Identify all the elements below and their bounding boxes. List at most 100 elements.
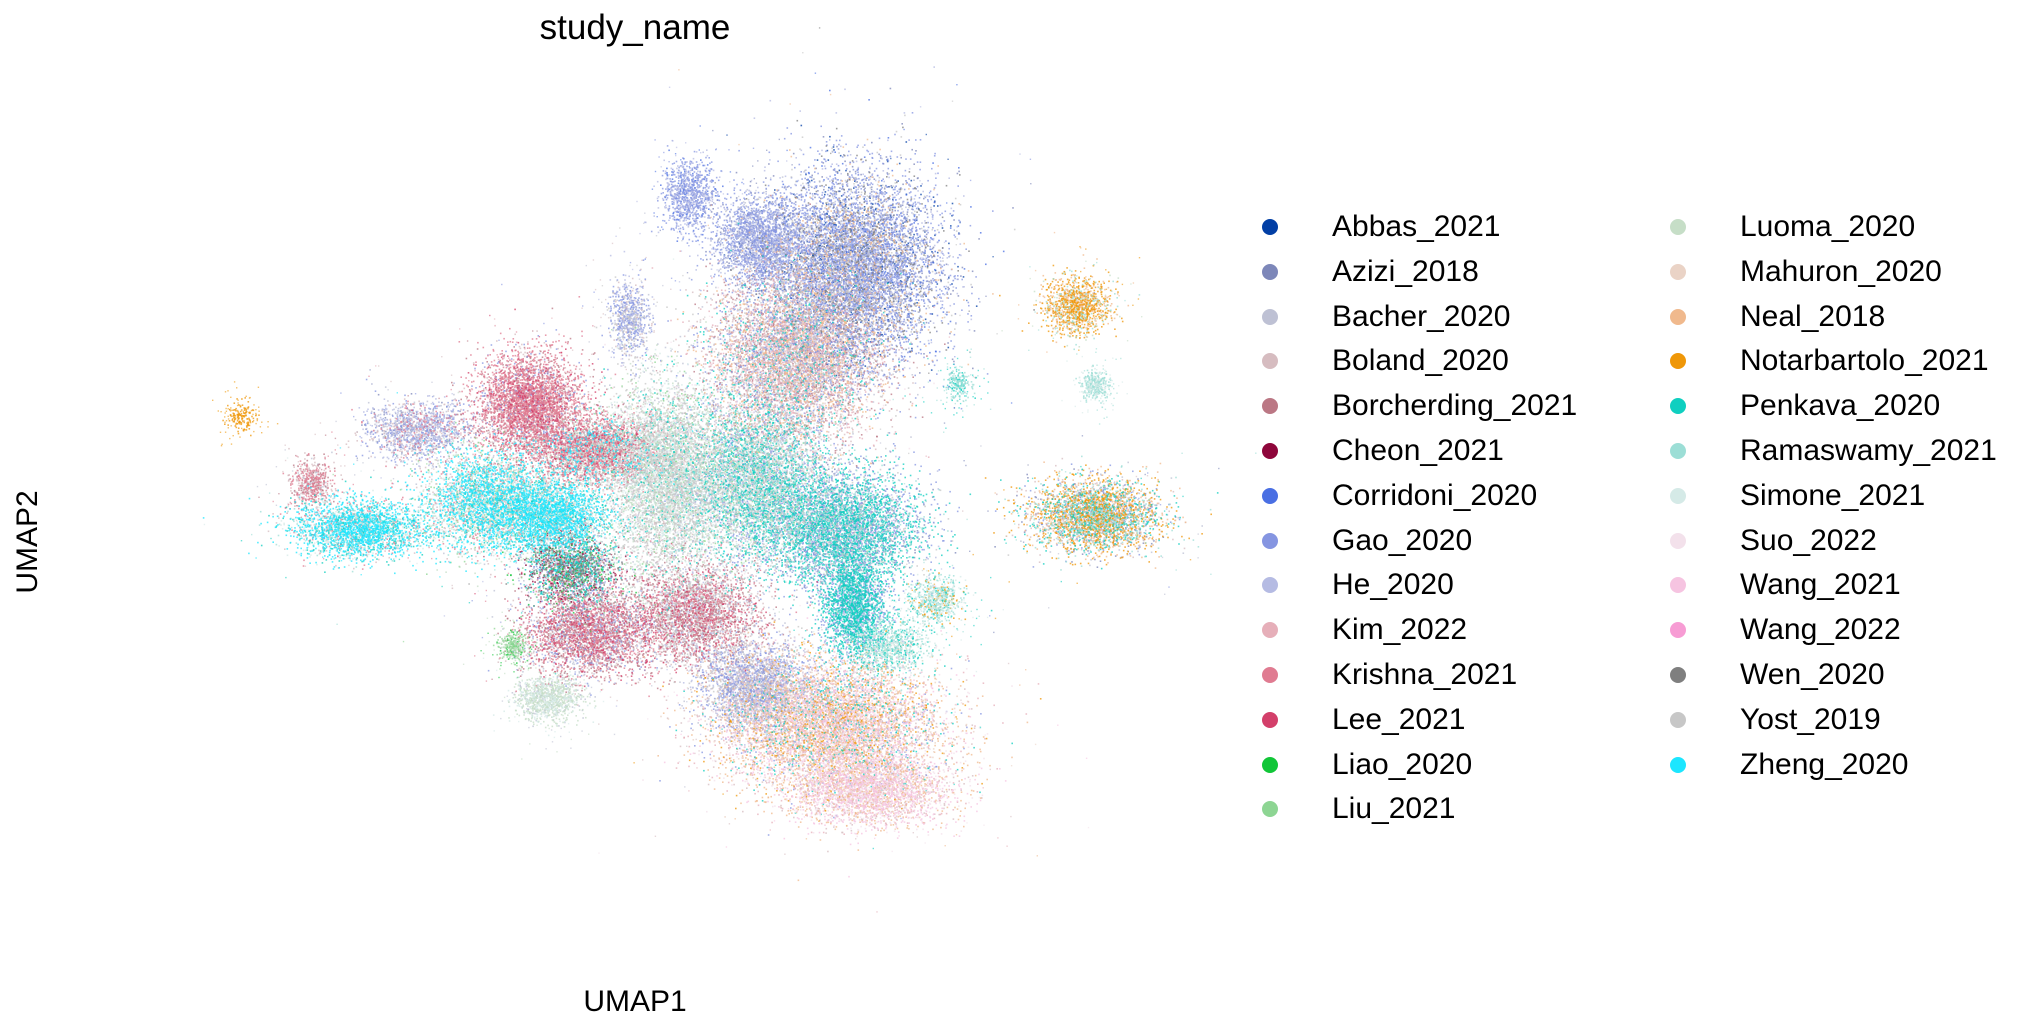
scatter-point — [907, 211, 909, 213]
scatter-point — [728, 262, 730, 264]
scatter-point — [919, 264, 921, 266]
scatter-point — [928, 363, 930, 365]
scatter-point — [887, 172, 889, 174]
scatter-point — [865, 214, 867, 216]
scatter-point — [903, 324, 905, 326]
scatter-point — [913, 163, 915, 165]
scatter-point — [905, 180, 907, 182]
scatter-point — [916, 281, 918, 283]
scatter-point — [836, 146, 838, 148]
scatter-point — [949, 333, 951, 335]
scatter-point — [851, 312, 853, 314]
scatter-point — [785, 202, 787, 204]
scatter-point — [930, 320, 932, 322]
scatter-point — [925, 319, 927, 321]
scatter-point — [952, 359, 954, 361]
umap-scatter-plot — [0, 0, 1270, 1030]
scatter-point — [920, 194, 922, 196]
scatter-point — [855, 171, 857, 173]
scatter-point — [841, 279, 843, 281]
scatter-point — [768, 197, 770, 199]
scatter-point — [823, 136, 825, 138]
scatter-point — [727, 265, 729, 267]
scatter-point — [942, 227, 944, 229]
scatter-point — [841, 202, 843, 204]
scatter-point — [834, 210, 836, 212]
scatter-point — [807, 216, 809, 218]
scatter-point — [906, 214, 908, 216]
scatter-point — [909, 252, 911, 254]
scatter-point — [948, 347, 950, 349]
scatter-point — [911, 273, 913, 275]
scatter-point — [918, 237, 919, 238]
scatter-point — [816, 251, 818, 253]
scatter-point — [947, 159, 948, 160]
scatter-point — [972, 368, 974, 370]
scatter-point — [919, 308, 921, 310]
scatter-point — [885, 364, 887, 366]
scatter-point — [886, 156, 888, 158]
scatter-point — [954, 407, 955, 408]
scatter-point — [884, 308, 886, 310]
scatter-point — [824, 194, 826, 196]
scatter-point — [891, 235, 893, 237]
scatter-point — [958, 295, 960, 297]
scatter-point — [926, 322, 928, 324]
scatter-point — [902, 184, 904, 186]
scatter-point — [751, 262, 753, 264]
scatter-point — [911, 292, 913, 294]
scatter-point — [807, 182, 809, 184]
scatter-point — [907, 203, 909, 205]
scatter-point — [901, 277, 903, 279]
scatter-point — [870, 210, 872, 212]
scatter-point — [809, 193, 811, 195]
scatter-point — [831, 266, 833, 268]
scatter-point — [821, 176, 823, 178]
scatter-point — [726, 226, 728, 228]
scatter-point — [847, 174, 849, 176]
scatter-point — [864, 188, 866, 190]
scatter-point — [793, 153, 795, 155]
scatter-point — [947, 342, 949, 344]
scatter-point — [865, 179, 867, 181]
scatter-point — [880, 185, 882, 187]
scatter-point — [802, 294, 804, 296]
scatter-point — [722, 259, 724, 261]
scatter-point — [909, 276, 911, 278]
scatter-point — [773, 175, 775, 177]
scatter-point — [900, 197, 902, 199]
scatter-point — [737, 322, 739, 324]
scatter-point — [919, 372, 921, 374]
scatter-point — [937, 283, 939, 285]
scatter-point — [819, 237, 821, 239]
scatter-point — [736, 172, 738, 174]
scatter-point — [821, 246, 823, 248]
scatter-point — [922, 536, 924, 538]
scatter-point — [818, 231, 820, 233]
scatter-point — [933, 196, 935, 198]
scatter-point — [880, 354, 882, 356]
scatter-point — [826, 364, 828, 366]
scatter-point — [797, 320, 798, 321]
scatter-point — [1012, 207, 1014, 209]
scatter-point — [917, 178, 919, 180]
scatter-point — [811, 180, 813, 182]
scatter-point — [972, 271, 974, 273]
scatter-point — [825, 191, 827, 193]
scatter-point — [867, 183, 869, 185]
scatter-point — [971, 286, 973, 288]
scatter-point — [817, 159, 819, 161]
scatter-point — [952, 290, 954, 292]
scatter-point — [711, 211, 713, 213]
scatter-point — [805, 205, 807, 207]
scatter-point — [705, 251, 707, 253]
scatter-point — [746, 224, 748, 226]
scatter-point — [899, 335, 901, 337]
scatter-point — [936, 331, 938, 333]
scatter-point — [836, 375, 838, 377]
scatter-point — [855, 212, 857, 214]
scatter-point — [921, 273, 923, 275]
scatter-point — [864, 206, 866, 208]
scatter-point — [902, 205, 904, 207]
scatter-point — [823, 211, 825, 213]
